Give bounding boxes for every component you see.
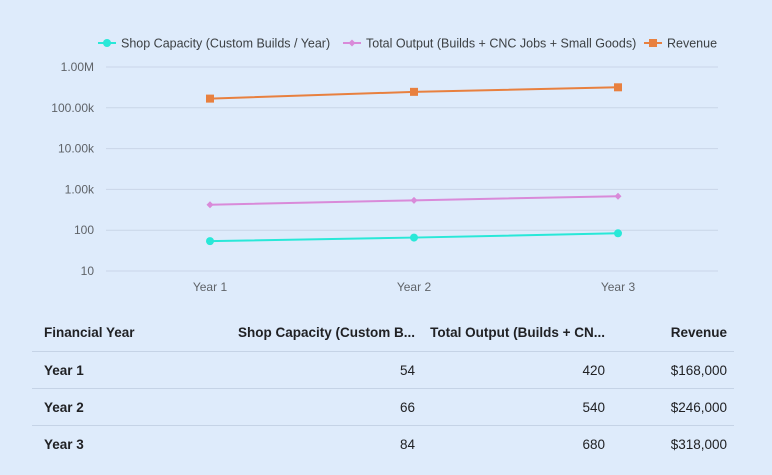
cell-revenue: $168,000 [605, 351, 734, 389]
cell-year: Year 1 [32, 351, 222, 389]
cell-total-output: 420 [415, 351, 605, 389]
data-point [614, 192, 622, 200]
x-tick-label: Year 1 [193, 280, 228, 294]
data-point [614, 229, 622, 238]
legend-marker [649, 39, 657, 47]
data-point [410, 196, 418, 204]
legend-label: Shop Capacity (Custom Builds / Year) [121, 37, 330, 51]
cell-total-output: 680 [415, 425, 605, 462]
cell-year: Year 2 [32, 388, 222, 426]
y-tick-label: 100.00k [51, 101, 95, 115]
legend-label: Total Output (Builds + CNC Jobs + Small … [366, 37, 636, 51]
legend-marker [348, 39, 356, 47]
y-tick-label: 10 [81, 264, 95, 278]
cell-year: Year 3 [32, 425, 222, 462]
header-revenue[interactable]: Revenue [670, 324, 727, 340]
table-row: Year 1 54 420 $168,000 [32, 351, 734, 389]
data-point [206, 201, 214, 209]
table-row: Year 3 84 680 $318,000 [32, 425, 734, 462]
cell-shop-capacity: 66 [222, 388, 415, 426]
header-shop-capacity[interactable]: Shop Capacity (Custom B... [237, 324, 415, 340]
table-header-row: Financial Year Shop Capacity (Custom B..… [32, 313, 734, 352]
cell-shop-capacity: 84 [222, 425, 415, 462]
y-tick-label: 100 [74, 223, 94, 237]
data-point [410, 233, 418, 242]
header-total-output[interactable]: Total Output (Builds + CN... [430, 324, 605, 340]
data-point [614, 83, 622, 92]
data-table: Financial Year Shop Capacity (Custom B..… [32, 313, 734, 462]
legend-label: Revenue [667, 37, 717, 51]
chart-svg: 1.00M 100.00k 10.00k 1.00k 100 10 Year 1 Year 2… [51, 37, 718, 294]
data-table-container: Financial Year Shop Capacity (Custom B..… [32, 313, 734, 462]
x-tick-label: Year 2 [397, 280, 432, 294]
data-point [206, 237, 214, 246]
legend-marker [103, 39, 111, 47]
cell-revenue: $246,000 [605, 388, 734, 426]
line-chart: 1.00M 100.00k 10.00k 1.00k 100 10 Year 1 Year 2… [51, 37, 718, 294]
data-point [206, 94, 214, 103]
y-tick-label: 10.00k [58, 142, 95, 156]
cell-shop-capacity: 54 [222, 351, 415, 389]
data-point [410, 87, 418, 96]
cell-revenue: $318,000 [605, 425, 734, 462]
table-row: Year 2 66 540 $246,000 [32, 388, 734, 426]
y-tick-label: 1.00M [61, 60, 94, 74]
cell-total-output: 540 [415, 388, 605, 426]
header-financial-year[interactable]: Financial Year [44, 324, 135, 340]
y-tick-label: 1.00k [65, 182, 95, 196]
x-tick-label: Year 3 [601, 280, 636, 294]
